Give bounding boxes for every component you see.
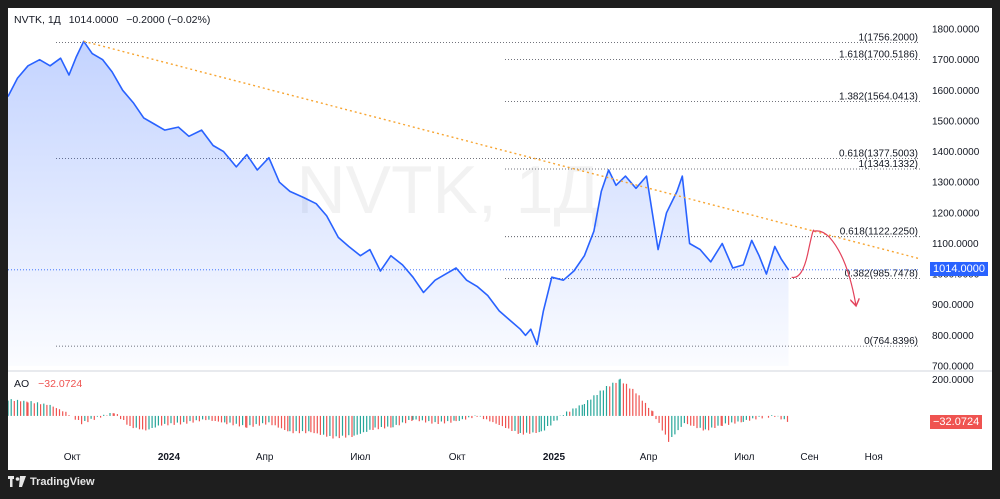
fib-level-label: 1.382(1564.0413) — [839, 91, 918, 102]
symbol-label: NVTK, 1Д — [14, 14, 61, 26]
x-tick-label: Июл — [350, 452, 370, 463]
ao-histogram[interactable] — [8, 378, 789, 442]
fib-level-label: 0.618(1377.5003) — [839, 148, 918, 159]
price-area-fill — [8, 41, 789, 367]
chart-header: NVTK, 1Д 1014.0000 −0.2000 (−0.02%) AO −… — [14, 14, 210, 390]
chart-frame: NVTK, 1Д 1(1756.2000) 1.618(1700.5186) 1.3… — [8, 8, 992, 470]
y-tick-label: 1700.0000 — [932, 55, 980, 66]
fib-level-label: 1(1343.1332) — [859, 159, 919, 170]
symbol-watermark: NVTK, 1Д — [296, 152, 599, 228]
y-tick-label: 900.0000 — [932, 300, 974, 311]
footer-bar: TradingView — [0, 470, 1000, 499]
ao-axis-label: 200.0000 — [932, 375, 974, 386]
y-tick-label: 1800.0000 — [932, 25, 980, 36]
x-tick-label: Сен — [800, 452, 818, 463]
y-tick-label: 1400.0000 — [932, 147, 980, 158]
y-tick-label: 1300.0000 — [932, 178, 980, 189]
ao-label: AO — [14, 378, 29, 390]
y-tick-label: 700.0000 — [932, 362, 974, 373]
fib-level-label: 1(1756.2000) — [859, 32, 919, 43]
ao-value: −32.0724 — [38, 378, 82, 390]
last-price: 1014.0000 — [69, 14, 119, 26]
svg-text:NVTK, 1Д 1014.0000: NVTK, 1Д 1014.0000 −0.2000 (−0.02%) — [14, 14, 210, 26]
price-line[interactable] — [8, 40, 790, 346]
y-tick-label: 1100.0000 — [932, 239, 979, 250]
fib-level-label: 1.618(1700.5186) — [839, 50, 918, 61]
trend-line[interactable] — [83, 40, 921, 260]
y-tick-label: 1500.0000 — [932, 116, 980, 127]
x-tick-label: Окт — [449, 452, 466, 463]
chart-canvas[interactable]: NVTK, 1Д 1(1756.2000) 1.618(1700.5186) 1.3… — [8, 8, 992, 470]
x-tick-label: Ноя — [865, 452, 883, 463]
x-tick-label: Окт — [64, 452, 81, 463]
x-tick-label: 2024 — [158, 452, 181, 463]
forecast-arrow[interactable] — [791, 229, 856, 305]
y-tick-label: 1600.0000 — [932, 86, 980, 97]
tradingview-branding[interactable]: TradingView — [8, 476, 95, 488]
last-price-tag: 1014.0000 — [930, 261, 988, 276]
fib-level-label: 0.618(1122.2250) — [840, 227, 918, 238]
tradingview-logo-icon — [8, 476, 26, 487]
x-tick-label: 2025 — [543, 452, 566, 463]
price-axis[interactable]: 700.0000800.0000900.00001000.00001100.00… — [932, 25, 980, 373]
fib-level-label: 0.382(985.7478) — [845, 268, 918, 279]
time-axis[interactable]: Окт 2024 Апр Июл Окт 2025 Апр Июл Сен Ноя — [64, 452, 883, 463]
x-tick-label: Июл — [734, 452, 754, 463]
x-tick-label: Апр — [256, 452, 274, 463]
svg-text:AO −32.0724: AO −32.0724 — [14, 378, 82, 390]
y-tick-label: 1200.0000 — [932, 208, 980, 219]
tradingview-label: TradingView — [30, 476, 95, 488]
y-tick-label: 800.0000 — [932, 331, 974, 342]
fib-level-label: 0(764.8396) — [864, 336, 918, 347]
price-change: −0.2000 (−0.02%) — [126, 14, 210, 26]
x-tick-label: Апр — [640, 452, 658, 463]
ao-value-tag: −32.0724 — [930, 414, 983, 429]
